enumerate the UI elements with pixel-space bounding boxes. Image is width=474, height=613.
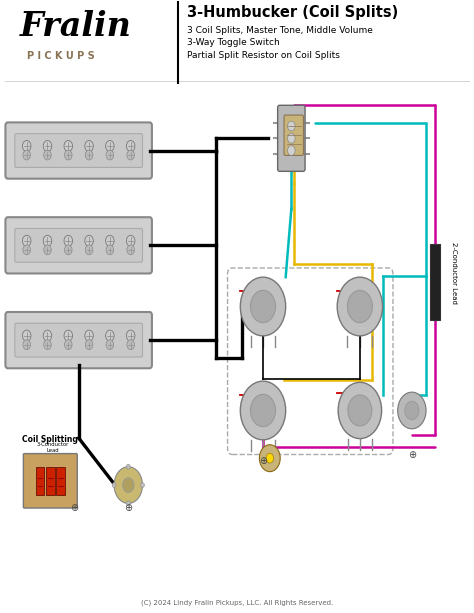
FancyBboxPatch shape — [5, 217, 152, 273]
Circle shape — [85, 235, 93, 246]
Circle shape — [23, 150, 30, 160]
Circle shape — [337, 277, 383, 336]
Text: Fralin: Fralin — [19, 10, 131, 44]
Circle shape — [114, 466, 143, 503]
Circle shape — [106, 235, 114, 246]
FancyBboxPatch shape — [5, 123, 152, 178]
Circle shape — [398, 392, 426, 429]
FancyBboxPatch shape — [15, 134, 143, 167]
FancyBboxPatch shape — [56, 466, 65, 495]
Circle shape — [127, 340, 135, 349]
FancyBboxPatch shape — [430, 244, 440, 320]
Circle shape — [64, 330, 73, 341]
Circle shape — [127, 245, 135, 255]
Circle shape — [22, 330, 31, 341]
Circle shape — [44, 150, 51, 160]
Circle shape — [288, 146, 295, 156]
Circle shape — [22, 140, 31, 151]
Circle shape — [348, 395, 372, 426]
Circle shape — [347, 291, 373, 322]
Circle shape — [251, 394, 275, 427]
Circle shape — [288, 134, 295, 143]
Circle shape — [64, 235, 73, 246]
FancyBboxPatch shape — [15, 229, 143, 262]
FancyBboxPatch shape — [46, 466, 55, 495]
Circle shape — [44, 245, 51, 255]
Circle shape — [43, 330, 52, 341]
Circle shape — [405, 402, 419, 420]
Circle shape — [64, 140, 73, 151]
Circle shape — [106, 140, 114, 151]
Text: 3-Way Toggle Switch: 3-Way Toggle Switch — [187, 39, 280, 47]
Circle shape — [288, 121, 295, 131]
Circle shape — [43, 235, 52, 246]
Circle shape — [44, 340, 51, 349]
Circle shape — [112, 482, 116, 487]
FancyBboxPatch shape — [36, 466, 44, 495]
Circle shape — [23, 245, 30, 255]
Circle shape — [22, 235, 31, 246]
Circle shape — [259, 444, 280, 471]
Text: 2-Conductor Lead: 2-Conductor Lead — [451, 242, 457, 304]
Circle shape — [240, 381, 286, 440]
Text: P I C K U P S: P I C K U P S — [27, 51, 94, 61]
FancyBboxPatch shape — [23, 454, 77, 508]
Text: 3 Coil Splits, Master Tone, Middle Volume: 3 Coil Splits, Master Tone, Middle Volum… — [187, 26, 373, 35]
Circle shape — [64, 150, 72, 160]
Circle shape — [106, 330, 114, 341]
Text: 3-Humbucker (Coil Splits): 3-Humbucker (Coil Splits) — [187, 6, 399, 20]
Circle shape — [127, 501, 130, 506]
Circle shape — [338, 383, 382, 439]
Circle shape — [127, 140, 135, 151]
Circle shape — [106, 150, 114, 160]
Circle shape — [85, 330, 93, 341]
Circle shape — [123, 478, 134, 492]
Text: 3-Conductor
Lead: 3-Conductor Lead — [36, 442, 69, 452]
FancyBboxPatch shape — [5, 312, 152, 368]
Circle shape — [127, 330, 135, 341]
Circle shape — [106, 245, 114, 255]
FancyBboxPatch shape — [15, 323, 143, 357]
Circle shape — [106, 340, 114, 349]
Circle shape — [251, 291, 275, 322]
Text: ⊕: ⊕ — [124, 503, 132, 513]
Text: ⊕: ⊕ — [259, 455, 267, 466]
Circle shape — [85, 340, 93, 349]
FancyBboxPatch shape — [278, 105, 305, 172]
Circle shape — [127, 464, 130, 469]
Circle shape — [85, 150, 93, 160]
Circle shape — [266, 453, 273, 463]
Text: (C) 2024 Lindy Fralin Pickups, LLC. All Rights Reserved.: (C) 2024 Lindy Fralin Pickups, LLC. All … — [141, 600, 333, 606]
Circle shape — [43, 140, 52, 151]
Circle shape — [85, 245, 93, 255]
Circle shape — [64, 340, 72, 349]
Text: Coil Splitting: Coil Splitting — [22, 435, 78, 444]
Circle shape — [85, 140, 93, 151]
Circle shape — [127, 150, 135, 160]
Circle shape — [23, 340, 30, 349]
FancyBboxPatch shape — [284, 115, 303, 156]
Circle shape — [127, 235, 135, 246]
Circle shape — [141, 482, 145, 487]
Text: Partial Split Resistor on Coil Splits: Partial Split Resistor on Coil Splits — [187, 51, 340, 59]
Circle shape — [64, 245, 72, 255]
Circle shape — [240, 277, 286, 336]
Text: ⊕: ⊕ — [408, 449, 416, 460]
Text: ⊕: ⊕ — [70, 503, 78, 513]
